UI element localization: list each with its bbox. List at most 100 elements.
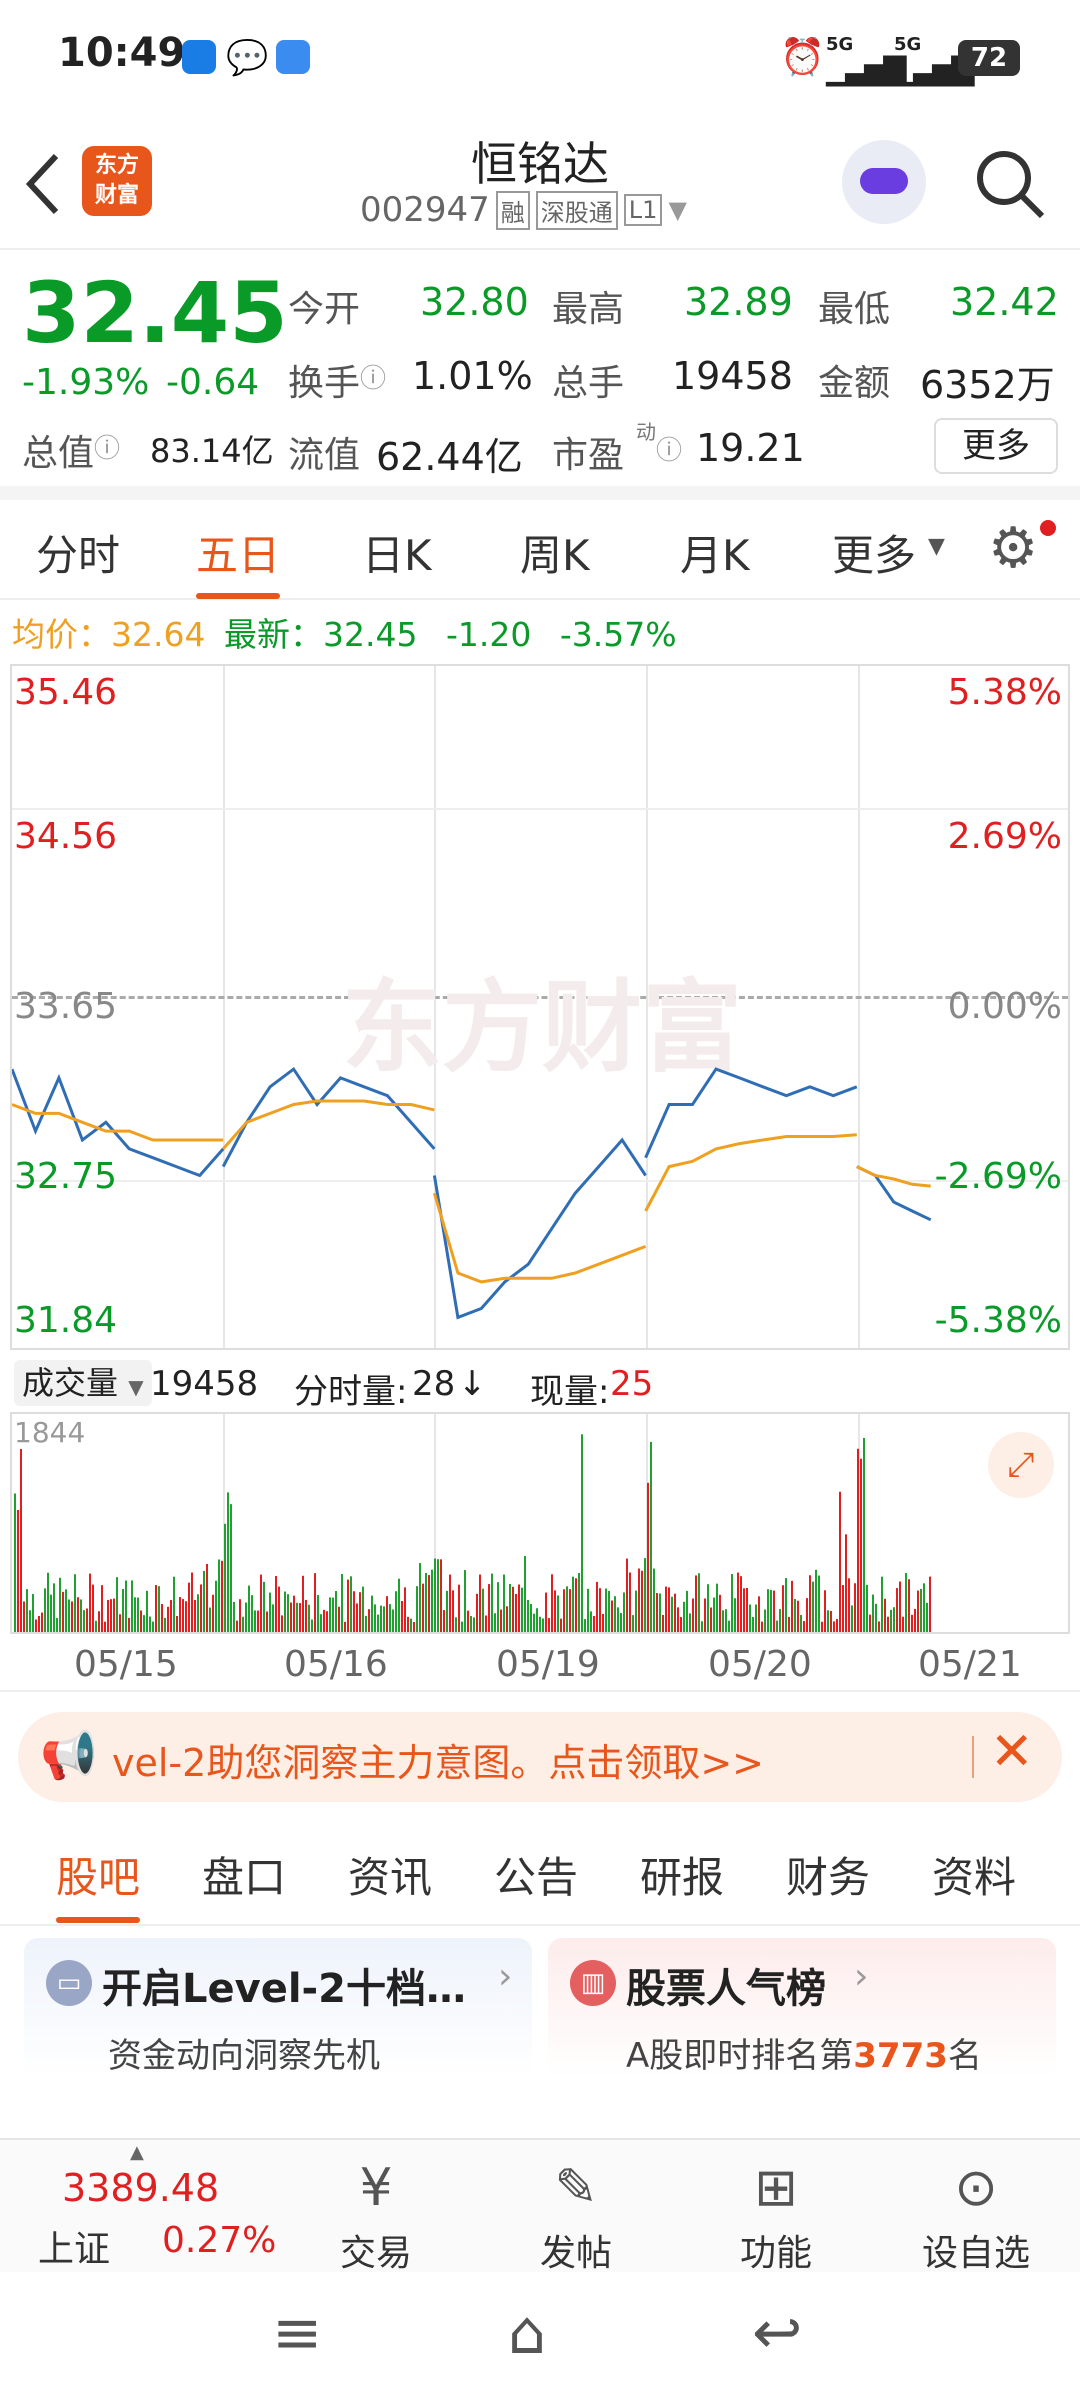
index-name[interactable]: 上证 [38, 2229, 111, 2270]
volume-bar [698, 1573, 700, 1632]
pct-tick-label: 2.69% [947, 816, 1062, 857]
menu-icon[interactable]: ≡ [272, 2298, 323, 2368]
tab-guba[interactable]: 股吧 [56, 1844, 141, 1923]
info-icon[interactable]: ⓘ [656, 436, 683, 466]
y-tick-label: 34.56 [14, 816, 118, 857]
robot-assistant-icon[interactable] [842, 140, 926, 224]
volume-bar [563, 1589, 565, 1632]
volume-bar [569, 1589, 571, 1632]
back-icon[interactable] [22, 152, 62, 216]
volume-bar [131, 1580, 133, 1632]
volume-bar [53, 1583, 55, 1632]
volume-bar [83, 1610, 85, 1632]
volume-bar [623, 1592, 625, 1632]
volume-bar [920, 1588, 922, 1632]
volume-bar [350, 1576, 352, 1632]
volume-bar [548, 1618, 550, 1632]
close-icon[interactable]: ✕ [990, 1722, 1034, 1782]
volume-chart[interactable]: 1844 ⤢ [10, 1412, 1070, 1634]
volume-bar [269, 1592, 271, 1632]
index-percent[interactable]: 0.27% [162, 2220, 277, 2261]
y-tick-label: 33.65 [14, 986, 118, 1027]
popularity-card[interactable]: ▥ 股票人气榜 › A股即时排名第3773名 [548, 1938, 1056, 2078]
volume-bar [770, 1589, 772, 1632]
volume-bar [80, 1599, 82, 1632]
level2-card[interactable]: ▭ 开启Level-2十档… › 资金动向洞察先机 [24, 1938, 532, 2078]
volume-bar [500, 1609, 502, 1632]
volume-bar [191, 1572, 193, 1632]
chevron-down-icon[interactable]: ▼ [668, 196, 687, 224]
tab-order-book[interactable]: 盘口 [202, 1853, 287, 1902]
volume-bar [722, 1610, 724, 1632]
price-line-svg [12, 1066, 932, 1320]
volume-bar [566, 1586, 568, 1632]
more-quote-button[interactable]: 更多 [934, 418, 1058, 474]
eastmoney-logo[interactable]: 东方 财富 [82, 146, 152, 216]
volume-bar [473, 1617, 475, 1632]
volume-bar [50, 1594, 52, 1632]
volume-bar [695, 1575, 697, 1632]
volume-bar [452, 1590, 454, 1632]
tab-monthly-k[interactable]: 月K [680, 531, 750, 580]
nav-trade[interactable]: ¥ 交易 [339, 2158, 412, 2274]
volume-bar [230, 1504, 232, 1632]
index-value[interactable]: 3389.48 [62, 2166, 220, 2210]
caret-down-icon[interactable]: ▼ [928, 534, 945, 559]
volume-bar [176, 1615, 178, 1632]
tab-more[interactable]: 更多 [832, 531, 917, 580]
volume-bar [440, 1559, 442, 1632]
tab-announcements[interactable]: 公告 [494, 1853, 579, 1902]
volume-indicator-select[interactable]: 成交量 ▼ [14, 1360, 152, 1406]
volume-bar [677, 1607, 679, 1632]
volume-bar [335, 1591, 337, 1632]
volume-bar [866, 1584, 868, 1632]
volume-bar [644, 1558, 646, 1632]
level2-promo-banner[interactable]: 📢 vel-2助您洞察主力意图。点击领取>> ✕ [18, 1712, 1062, 1802]
nav-post[interactable]: ✎ 发帖 [539, 2158, 612, 2274]
volume-bar [764, 1609, 766, 1632]
volume-bar [146, 1590, 148, 1632]
bottom-nav: ▲ 3389.48 上证 0.27% ¥ 交易 ✎ 发帖 ⊞ 功能 ⊙ 设自选 [0, 2138, 1080, 2274]
tab-profile[interactable]: 资料 [932, 1853, 1017, 1902]
nav-add-watchlist[interactable]: ⊙ 设自选 [921, 2158, 1030, 2274]
tab-research[interactable]: 研报 [640, 1853, 725, 1902]
volume-bar [803, 1621, 805, 1632]
volume-bar [749, 1604, 751, 1632]
nav-functions[interactable]: ⊞ 功能 [739, 2158, 812, 2274]
volume-bar [650, 1441, 652, 1632]
pe-value: 19.21 [696, 426, 805, 470]
settings-gear-icon[interactable]: ⚙ [988, 516, 1039, 581]
chevron-up-icon[interactable]: ▲ [130, 2142, 144, 2163]
home-icon[interactable]: ⌂ [508, 2298, 547, 2368]
volume-bar [323, 1609, 325, 1632]
price-chart[interactable]: 东方财富 35.46 34.56 33.65 32.75 31.84 5.38%… [10, 664, 1070, 1350]
tab-five-day[interactable]: 五日 [196, 522, 281, 599]
amount-label: 金额 [818, 363, 891, 404]
quote-panel: 32.45 -1.93% -0.64 总值 ⓘ 83.14亿 今开 32.80 … [0, 250, 1080, 500]
info-icon[interactable]: ⓘ [94, 434, 121, 464]
tab-intraday[interactable]: 分时 [36, 531, 121, 580]
volume-bar [719, 1594, 721, 1632]
volume-bar [299, 1603, 301, 1632]
volume-bar [506, 1606, 508, 1632]
tab-financials[interactable]: 财务 [786, 1853, 871, 1902]
tab-news[interactable]: 资讯 [348, 1853, 433, 1902]
back-nav-icon[interactable]: ↩ [752, 2298, 803, 2368]
volume-bar [926, 1602, 928, 1632]
info-icon[interactable]: ⓘ [360, 364, 387, 394]
tab-daily-k[interactable]: 日K [362, 531, 432, 580]
volume-bar [458, 1584, 460, 1632]
expand-icon[interactable]: ⤢ [988, 1432, 1054, 1498]
volume-bar [302, 1575, 304, 1632]
price-line-segment [856, 1165, 932, 1222]
card-subtitle: 资金动向洞察先机 [108, 2036, 380, 2076]
open-label: 今开 [288, 289, 361, 330]
volume-bar [668, 1587, 670, 1632]
tab-weekly-k[interactable]: 周K [520, 531, 590, 580]
search-icon[interactable] [974, 148, 1048, 222]
volume-bar [608, 1590, 610, 1632]
volume-bar [248, 1585, 250, 1632]
notification-app-icon [182, 40, 216, 74]
volume-bar [68, 1599, 70, 1632]
card-subtitle: A股即时排名第3773名 [626, 2036, 982, 2076]
